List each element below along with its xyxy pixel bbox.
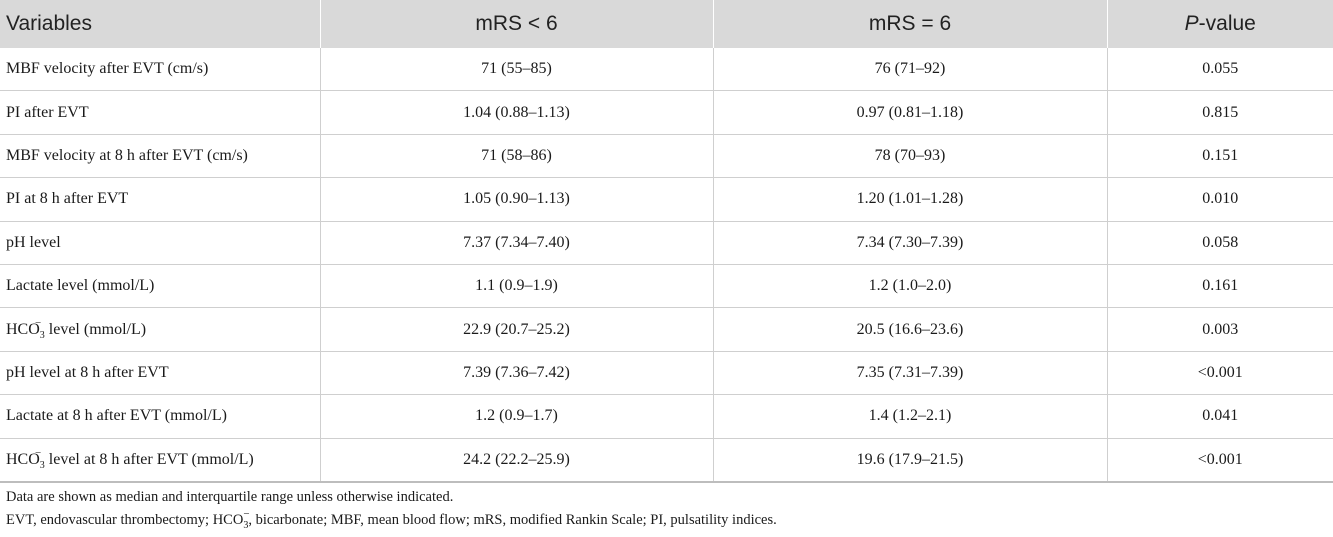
hco3-suffix: level (mmol/L) [44, 320, 147, 338]
table-row: pH level at 8 h after EVT 7.39 (7.36–7.4… [0, 351, 1333, 396]
row-mrs-eq6: 1.4 (1.2–2.1) [713, 394, 1108, 439]
row-variable: Lactate at 8 h after EVT (mmol/L) [0, 394, 321, 439]
row-mrs-eq6: 7.34 (7.30–7.39) [713, 221, 1108, 265]
table-row: Lactate at 8 h after EVT (mmol/L) 1.2 (0… [0, 394, 1333, 439]
row-mrs-eq6: 7.35 (7.31–7.39) [713, 351, 1108, 396]
row-variable: PI at 8 h after EVT [0, 177, 321, 222]
table-row: HCO3− level (mmol/L) 22.9 (20.7–25.2) 20… [0, 307, 1333, 352]
row-p-value: <0.001 [1107, 351, 1333, 396]
row-p-value: 0.151 [1107, 134, 1333, 179]
hco3-prefix: HCO [6, 450, 40, 468]
footnote-abbrev-suffix: , bicarbonate; MBF, mean blood flow; mRS… [248, 512, 777, 528]
row-p-value: 0.161 [1107, 264, 1333, 309]
table-row: PI at 8 h after EVT 1.05 (0.90–1.13) 1.2… [0, 177, 1333, 222]
results-table: Variables mRS < 6 mRS = 6 P-value MBF ve… [0, 0, 1333, 483]
footnote-line-2: EVT, endovascular thrombectomy; HCO3−, b… [6, 508, 777, 533]
row-mrs-eq6: 1.20 (1.01–1.28) [713, 177, 1108, 222]
row-p-value: 0.058 [1107, 221, 1333, 265]
hco3-superscript: − [35, 446, 42, 459]
row-p-value: 0.055 [1107, 48, 1333, 92]
footnote-hco3-formula: 3− [243, 508, 249, 533]
hco3-formula: HCO3− [6, 317, 45, 341]
row-mrs-eq6: 19.6 (17.9–21.5) [713, 438, 1108, 483]
hco3-formula: HCO3− [6, 447, 45, 471]
row-variable: PI after EVT [0, 90, 321, 135]
footnote-line-1: Data are shown as median and interquarti… [6, 489, 454, 505]
hco3-subscript: 3 [39, 329, 45, 341]
hco3-label: HCO3− level (mmol/L) [6, 317, 147, 341]
table-row: Lactate level (mmol/L) 1.1 (0.9–1.9) 1.2… [0, 264, 1333, 309]
table-row: pH level 7.37 (7.34–7.40) 7.34 (7.30–7.3… [0, 221, 1333, 265]
row-p-value: 0.003 [1107, 307, 1333, 352]
table-row: MBF velocity at 8 h after EVT (cm/s) 71 … [0, 134, 1333, 179]
row-mrs-eq6: 20.5 (16.6–23.6) [713, 307, 1108, 352]
row-variable: MBF velocity after EVT (cm/s) [0, 48, 321, 92]
row-mrs-lt6: 71 (55–85) [320, 48, 714, 92]
hco3-label: HCO3− level at 8 h after EVT (mmol/L) [6, 447, 254, 471]
results-table-container: Variables mRS < 6 mRS = 6 P-value MBF ve… [0, 0, 1333, 483]
header-variables: Variables [0, 0, 321, 48]
row-variable: pH level at 8 h after EVT [0, 351, 321, 396]
row-mrs-lt6: 7.37 (7.34–7.40) [320, 221, 714, 265]
table-row: MBF velocity after EVT (cm/s) 71 (55–85)… [0, 48, 1333, 92]
row-variable: HCO3− level (mmol/L) [0, 307, 321, 352]
row-mrs-eq6: 76 (71–92) [713, 48, 1108, 92]
header-p-rest: -value [1198, 12, 1256, 35]
header-p-italic: P [1184, 12, 1199, 35]
table-header-row: Variables mRS < 6 mRS = 6 P-value [0, 0, 1333, 48]
row-variable: MBF velocity at 8 h after EVT (cm/s) [0, 134, 321, 179]
hco3-subscript: 3 [39, 459, 45, 471]
header-mrs-lt6: mRS < 6 [320, 0, 714, 48]
row-mrs-eq6: 1.2 (1.0–2.0) [713, 264, 1108, 309]
row-p-value: 0.041 [1107, 394, 1333, 439]
hco3-prefix: HCO [6, 320, 40, 338]
row-mrs-eq6: 78 (70–93) [713, 134, 1108, 179]
row-mrs-lt6: 1.2 (0.9–1.7) [320, 394, 714, 439]
row-mrs-eq6: 0.97 (0.81–1.18) [713, 90, 1108, 135]
footnote-abbrev-prefix: EVT, endovascular thrombectomy; HCO [6, 512, 244, 528]
hco3-superscript: − [35, 316, 42, 329]
header-p-value: P-value [1107, 0, 1333, 48]
row-mrs-lt6: 24.2 (22.2–25.9) [320, 438, 714, 483]
hco3-suffix: level at 8 h after EVT (mmol/L) [44, 450, 254, 468]
row-p-value: 0.010 [1107, 177, 1333, 222]
row-variable: pH level [0, 221, 321, 265]
table-row: PI after EVT 1.04 (0.88–1.13) 0.97 (0.81… [0, 90, 1333, 135]
table-row: HCO3− level at 8 h after EVT (mmol/L) 24… [0, 438, 1333, 483]
row-mrs-lt6: 1.04 (0.88–1.13) [320, 90, 714, 135]
row-variable: Lactate level (mmol/L) [0, 264, 321, 309]
row-mrs-lt6: 1.05 (0.90–1.13) [320, 177, 714, 222]
row-mrs-lt6: 1.1 (0.9–1.9) [320, 264, 714, 309]
footnote-hco3-subscript: 3 [243, 520, 249, 531]
row-mrs-lt6: 22.9 (20.7–25.2) [320, 307, 714, 352]
row-mrs-lt6: 71 (58–86) [320, 134, 714, 179]
row-mrs-lt6: 7.39 (7.36–7.42) [320, 351, 714, 396]
row-p-value: <0.001 [1107, 438, 1333, 483]
row-variable: HCO3− level at 8 h after EVT (mmol/L) [0, 438, 321, 483]
header-mrs-eq6: mRS = 6 [713, 0, 1108, 48]
table-footnotes: Data are shown as median and interquarti… [6, 486, 777, 533]
row-p-value: 0.815 [1107, 90, 1333, 135]
footnote-hco3-superscript: − [243, 508, 250, 520]
